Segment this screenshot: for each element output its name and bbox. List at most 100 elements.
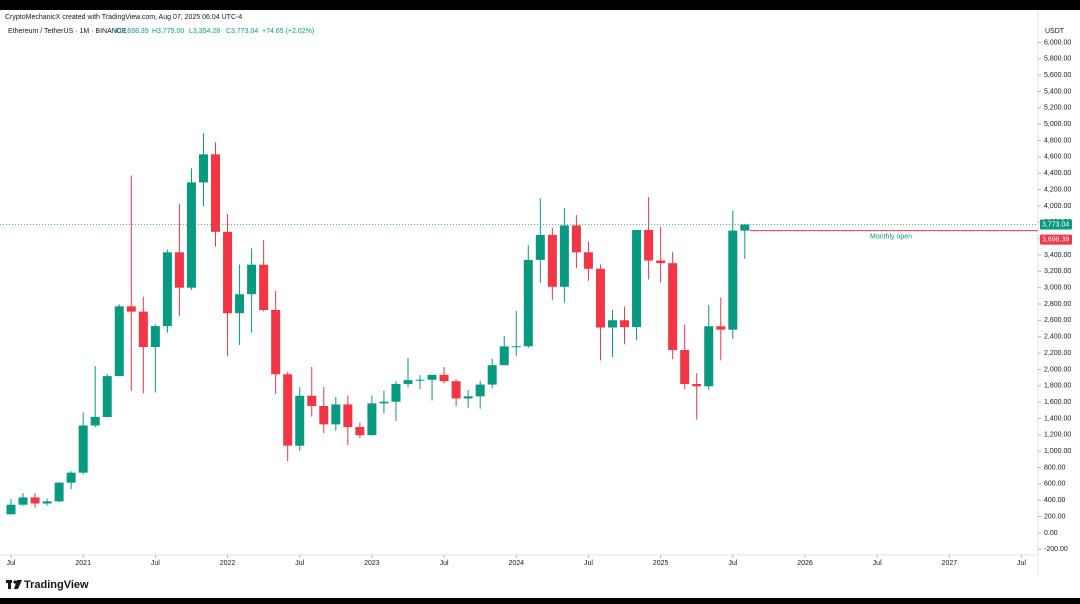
candle-body xyxy=(499,346,509,366)
monthly-open-text: Monthly open xyxy=(870,233,912,240)
y-tick-label: 1,000.00 xyxy=(1044,448,1071,455)
y-tick-label: 5,000.00 xyxy=(1044,121,1071,128)
candle-body xyxy=(595,268,605,328)
y-tick-label: 4,600.00 xyxy=(1044,154,1071,161)
y-tick-label: 5,400.00 xyxy=(1044,88,1071,95)
y-tick-label: 1,200.00 xyxy=(1044,432,1071,439)
header: CryptoMechanicX created with TradingView… xyxy=(5,14,242,21)
legend-open: O3,698.39 xyxy=(116,28,149,35)
tv-logo: TradingView xyxy=(6,579,89,591)
candle-body xyxy=(391,383,401,402)
candle-body xyxy=(692,383,702,387)
x-tick-label: Jul xyxy=(1017,560,1026,567)
candle-body xyxy=(223,231,233,314)
candle-body xyxy=(487,365,497,385)
candle-body xyxy=(114,306,124,377)
candle-body xyxy=(367,403,377,436)
candle-body xyxy=(174,252,184,288)
x-tick-label: 2022 xyxy=(220,560,236,567)
y-tick-label: 4,800.00 xyxy=(1044,137,1071,144)
monthly-open-tag xyxy=(1040,234,1072,245)
candle-body xyxy=(379,401,389,404)
y-tick-label: 1,400.00 xyxy=(1044,415,1071,422)
x-tick-label: 2027 xyxy=(942,560,958,567)
y-tick-label: 400.00 xyxy=(1044,497,1066,504)
brand: TradingView xyxy=(24,579,89,591)
y-tick-label: 6,000.00 xyxy=(1044,39,1071,46)
candle-body xyxy=(235,294,245,314)
y-tick-label: 2,800.00 xyxy=(1044,301,1071,308)
candle-body xyxy=(271,309,281,375)
candle-body xyxy=(716,326,726,330)
y-tick-label: 4,400.00 xyxy=(1044,170,1071,177)
candle-body xyxy=(403,380,413,384)
y-tick-label: 600.00 xyxy=(1044,481,1066,488)
candle-body xyxy=(523,259,533,347)
y-tick-label: 1,800.00 xyxy=(1044,383,1071,390)
candle-body xyxy=(644,229,654,261)
candle-body xyxy=(535,234,545,260)
candle-body xyxy=(54,482,64,502)
candle-body xyxy=(632,229,642,328)
y-tick-label: 3,200.00 xyxy=(1044,268,1071,275)
candle-body xyxy=(198,154,208,183)
candle-body xyxy=(704,326,714,387)
candle-body xyxy=(415,379,425,381)
candle-body xyxy=(126,306,136,312)
y-tick-label: 4,000.00 xyxy=(1044,203,1071,210)
y-tick-label: 5,600.00 xyxy=(1044,72,1071,79)
candle-body xyxy=(463,396,473,399)
candle-body xyxy=(30,497,40,504)
y-tick-label: 0.00 xyxy=(1044,530,1058,537)
y-tick-label: 2,400.00 xyxy=(1044,334,1071,341)
legend-close: C3,773.04 xyxy=(226,28,258,35)
candle-body xyxy=(162,252,172,327)
candle-body xyxy=(547,234,557,287)
candle-body xyxy=(247,264,257,295)
candle-body xyxy=(355,427,365,436)
last-price-label: 3,773.04 xyxy=(1042,221,1069,228)
x-tick-label: 2021 xyxy=(75,560,91,567)
top-bar xyxy=(0,0,1080,10)
candle-body xyxy=(66,472,76,483)
y-tick-label: 5,800.00 xyxy=(1044,56,1071,63)
candle-body xyxy=(295,395,305,446)
candle-body xyxy=(668,263,678,351)
monthly-open-label: 3,698.39 xyxy=(1042,236,1069,243)
x-tick-label: 2026 xyxy=(797,560,813,567)
legend-high: H3,775.00 xyxy=(152,28,184,35)
candle-body xyxy=(331,404,341,425)
y-tick-label: 4,200.00 xyxy=(1044,186,1071,193)
candle-body xyxy=(150,326,160,348)
candle-body xyxy=(283,374,293,446)
bottom-bar xyxy=(0,598,1080,604)
x-tick-label: Jul xyxy=(873,560,882,567)
x-tick-label: Jul xyxy=(295,560,304,567)
x-tick-label: Jul xyxy=(584,560,593,567)
candle-body xyxy=(511,346,521,348)
y-tick-label: 5,200.00 xyxy=(1044,105,1071,112)
y-tick-label: 3,000.00 xyxy=(1044,285,1071,292)
y-tick-label: -200.00 xyxy=(1044,546,1068,553)
x-tick-label: Jul xyxy=(440,560,449,567)
candle-body xyxy=(608,320,617,328)
y-tick-label: 3,400.00 xyxy=(1044,252,1071,259)
currency: USDT xyxy=(1045,28,1065,35)
y-tick-label: 2,200.00 xyxy=(1044,350,1071,357)
candle-body xyxy=(656,260,666,264)
candle-body xyxy=(259,264,269,310)
x-tick-label: 2024 xyxy=(508,560,524,567)
candle-body xyxy=(319,405,329,425)
candle-body xyxy=(571,225,581,253)
candle-body xyxy=(620,320,630,328)
candle-body xyxy=(475,384,485,397)
last-price-tag xyxy=(1040,219,1072,230)
candle-body xyxy=(307,395,317,406)
candle-body xyxy=(583,252,593,269)
candle-body xyxy=(42,501,52,504)
x-tick-label: 2025 xyxy=(653,560,669,567)
y-tick-label: 2,000.00 xyxy=(1044,366,1071,373)
candle-body xyxy=(343,404,353,428)
candle-body xyxy=(138,311,148,348)
